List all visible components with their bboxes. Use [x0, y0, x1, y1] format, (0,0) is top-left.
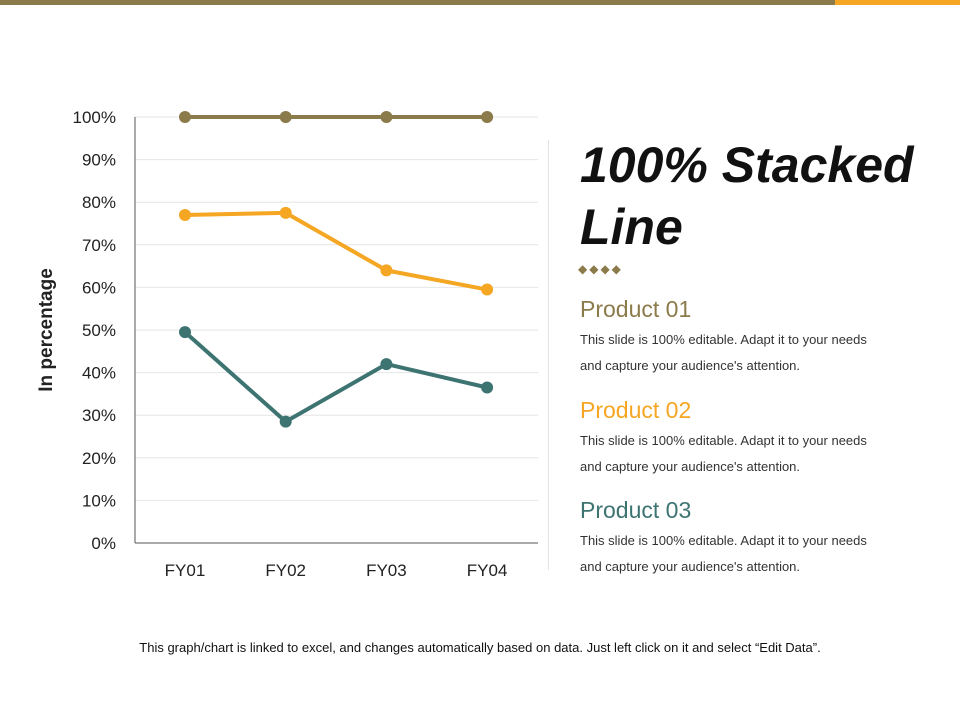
product-03-desc-line1: This slide is 100% editable. Adapt it to…	[580, 533, 867, 548]
product-02-block: Product 02 This slide is 100% editable. …	[580, 396, 920, 480]
data-point	[481, 111, 494, 123]
product-02-desc-line1: This slide is 100% editable. Adapt it to…	[580, 433, 867, 448]
data-point	[179, 208, 191, 221]
data-point	[380, 264, 393, 277]
diamond-decoration-icon: ◆◆◆◆	[578, 262, 623, 276]
product-03-desc-line2: and capture your audience's attention.	[580, 559, 801, 574]
data-point	[279, 415, 292, 428]
data-point	[481, 283, 494, 296]
y-tick-label: 10%	[82, 491, 116, 510]
vertical-divider	[548, 140, 549, 570]
y-tick-label: 80%	[82, 193, 116, 212]
y-tick-label: 100%	[73, 108, 116, 127]
product-01-desc-line2: and capture your audience's attention.	[580, 358, 801, 373]
data-point	[380, 358, 393, 371]
y-tick-label: 20%	[82, 449, 116, 468]
series-line-2	[184, 210, 488, 292]
data-point	[481, 381, 494, 394]
x-tick-label: FY02	[265, 561, 306, 580]
product-01-description: This slide is 100% editable. Adapt it to…	[580, 327, 920, 379]
y-tick-label: 90%	[82, 151, 116, 170]
y-tick-label: 60%	[82, 278, 116, 297]
data-point	[179, 111, 191, 123]
x-tick-label: FY01	[165, 561, 206, 580]
x-tick-label: FY04	[467, 561, 508, 580]
footnote: This graph/chart is linked to excel, and…	[139, 640, 821, 655]
data-point	[279, 206, 292, 219]
product-03-description: This slide is 100% editable. Adapt it to…	[580, 528, 920, 580]
product-02-desc-line2: and capture your audience's attention.	[580, 459, 801, 474]
y-tick-label: 70%	[82, 236, 116, 255]
data-point	[179, 326, 191, 339]
data-point	[380, 111, 393, 123]
x-tick-label: FY03	[366, 561, 407, 580]
product-01-block: Product 01 This slide is 100% editable. …	[580, 295, 920, 379]
y-tick-label: 0%	[91, 534, 116, 553]
slide-title: 100% Stacked Line	[580, 137, 914, 255]
product-01-desc-line1: This slide is 100% editable. Adapt it to…	[580, 332, 867, 347]
product-03-block: Product 03 This slide is 100% editable. …	[580, 496, 920, 580]
series-line-3	[183, 330, 488, 424]
top-accent-bar-orange	[835, 0, 960, 5]
product-01-title: Product 01	[580, 296, 692, 322]
y-axis-label: In percentage	[36, 268, 57, 392]
product-02-description: This slide is 100% editable. Adapt it to…	[580, 428, 920, 480]
y-tick-label: 30%	[82, 406, 116, 425]
y-tick-label: 50%	[82, 321, 116, 340]
product-02-title: Product 02	[580, 397, 692, 423]
product-03-title: Product 03	[580, 497, 692, 523]
y-tick-label: 40%	[82, 364, 116, 383]
stacked-line-chart: 0% 10% 20% 30% 40% 50% 60% 70% 80% 90% 100% FY01 FY…	[36, 108, 538, 580]
data-point	[279, 111, 292, 123]
top-accent-bar	[0, 0, 835, 5]
